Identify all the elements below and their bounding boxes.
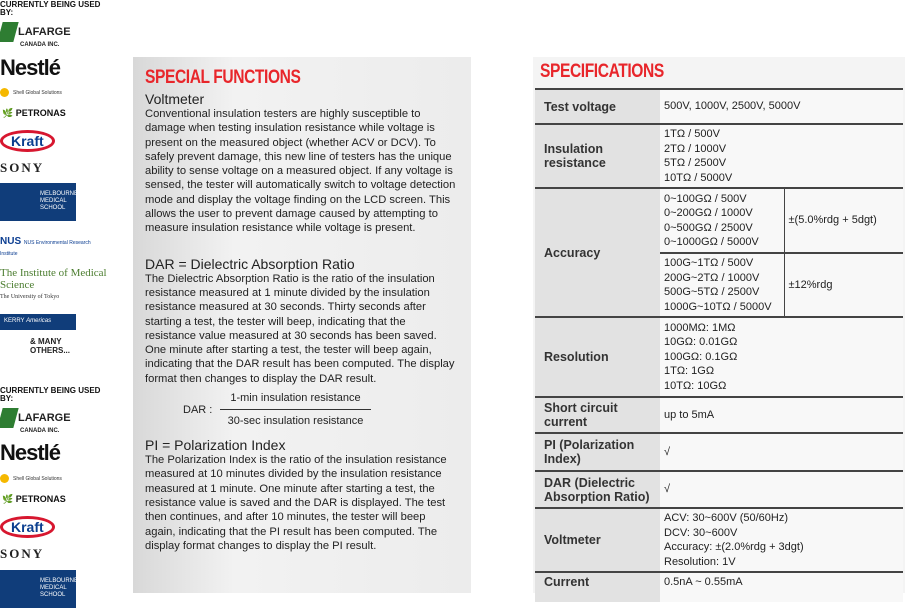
kerry-logo: KERRY Americas — [0, 314, 76, 330]
ims-logo: The Institute of Medical Science The Univ… — [0, 267, 107, 300]
table-row: Current 0.5nA ~ 0.55mA — [535, 571, 903, 602]
table-row: Test voltage 500V, 1000V, 2500V, 5000V — [535, 88, 903, 124]
dar-formula: DAR : 1-min insulation resistance 30-sec … — [183, 392, 459, 427]
melbourne-logo-2: MELBOURNE MEDICAL SCHOOL — [0, 570, 78, 608]
melbourne-logo: MELBOURNE MEDICAL SCHOOL — [0, 183, 78, 221]
petronas-logo: 🌿 PETRONAS — [2, 108, 66, 118]
table-row: 100G~1TΩ / 500V 200G~2TΩ / 1000V 500G~5TΩ … — [535, 252, 903, 317]
petronas-logo-2: 🌿 PETRONAS — [2, 494, 66, 504]
used-by-label-2: CURRENTLY BEING USED BY: — [0, 386, 101, 403]
specifications-table: Test voltage 500V, 1000V, 2500V, 5000V In… — [535, 88, 903, 602]
check-icon: √ — [660, 432, 903, 471]
kraft-logo-2: Kraft — [0, 516, 55, 538]
pi-text: The Polarization Index is the ratio of t… — [145, 454, 447, 552]
specifications-panel: SPECIFICATIONS Test voltage 500V, 1000V, … — [533, 57, 905, 602]
dar-heading: DAR = Dielectric Absorption Ratio — [145, 255, 355, 272]
table-row: PI (Polarization Index) √ — [535, 432, 903, 471]
table-row: Short circuit current up to 5mA — [535, 396, 903, 433]
table-row: Insulation resistance 1TΩ / 500V 2TΩ / 10… — [535, 123, 903, 188]
special-functions-panel: SPECIAL FUNCTIONS Voltmeter Conventional… — [133, 57, 471, 593]
voltmeter-heading: Voltmeter — [145, 91, 205, 107]
lafarge-logo-2: LAFARGE CANADA INC. — [0, 408, 71, 434]
lafarge-logo: LAFARGE CANADA INC. — [0, 22, 71, 48]
table-row: Voltmeter ACV: 30~600V (50/60Hz) DCV: 30~… — [535, 507, 903, 572]
pi-heading: PI = Polarization Index — [145, 437, 286, 454]
shell-logo: Shell Global Solutions — [0, 88, 62, 97]
table-row: Resolution 1000MΩ: 1MΩ 10GΩ: 0.01GΩ 100GΩ:… — [535, 316, 903, 397]
sony-logo: SONY — [0, 160, 45, 175]
dar-text: The Dielectric Absorption Ratio is the r… — [145, 272, 455, 385]
many-others: & MANY OTHERS... — [30, 337, 71, 355]
special-functions-title: SPECIAL FUNCTIONS — [145, 67, 301, 88]
table-row: Accuracy 0~100GΩ / 500V 0~200GΩ / 1000V 0~… — [535, 187, 903, 317]
nus-logo: NUS NUS Environmental Research Institute — [0, 236, 91, 257]
sony-logo-2: SONY — [0, 546, 45, 561]
nestle-logo-2: Nestlé — [0, 440, 61, 465]
used-by-label: CURRENTLY BEING USED BY: — [0, 0, 101, 17]
kraft-logo: Kraft — [0, 130, 55, 152]
check-icon: √ — [660, 470, 903, 508]
shell-logo-2: Shell Global Solutions — [0, 474, 62, 483]
voltmeter-text: Conventional insulation testers are high… — [145, 108, 456, 235]
nestle-logo: Nestlé — [0, 55, 61, 80]
specifications-title: SPECIFICATIONS — [540, 61, 664, 82]
table-row: DAR (Dielectric Absorption Ratio) √ — [535, 470, 903, 508]
